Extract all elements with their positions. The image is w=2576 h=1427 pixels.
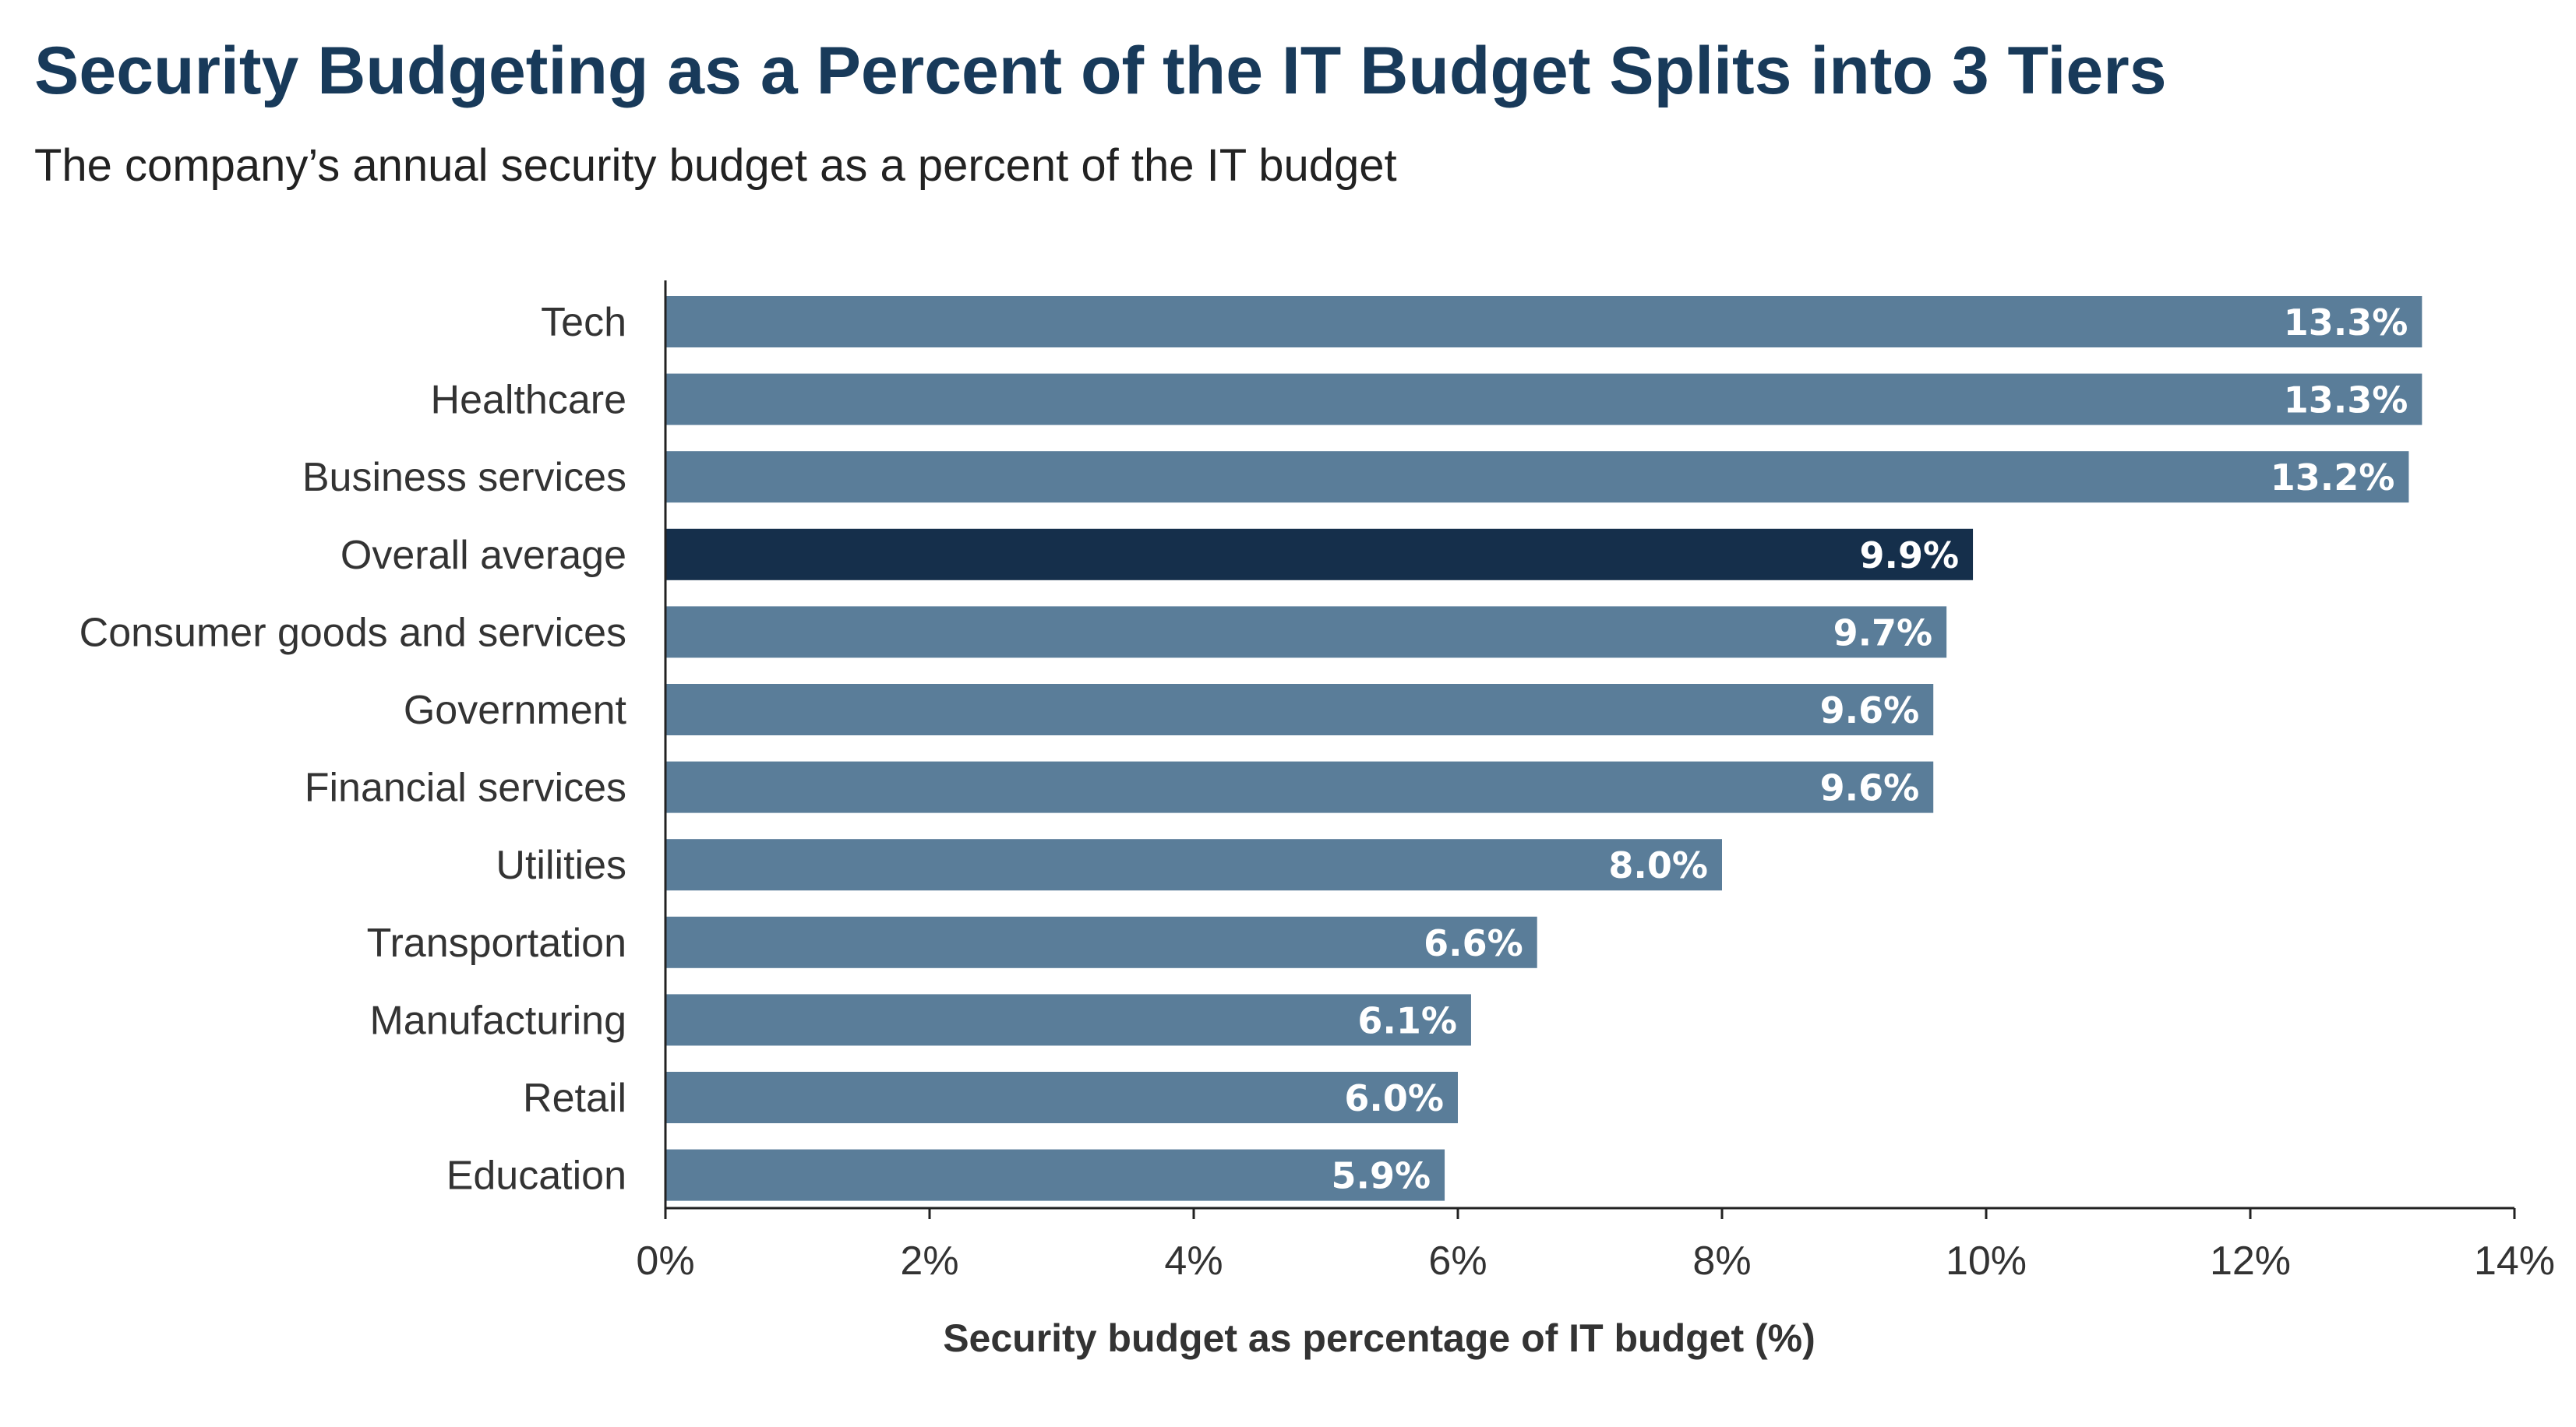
data-label: 8.0% [1608, 844, 1708, 886]
category-label: Consumer goods and services [79, 610, 626, 655]
category-label: Transportation [367, 921, 626, 966]
category-label: Education [446, 1154, 626, 1199]
data-label: 9.7% [1833, 611, 1933, 654]
data-label: 6.6% [1424, 922, 1523, 964]
data-label: 6.1% [1357, 999, 1457, 1041]
bar-healthcare [665, 373, 2422, 425]
bar-consumer-goods-and-services [665, 606, 1947, 658]
data-label: 5.9% [1331, 1155, 1431, 1197]
bar-financial-services [665, 761, 1934, 813]
x-tick-label: 12% [2210, 1238, 2291, 1284]
x-tick-label: 10% [1946, 1238, 2027, 1284]
bar-government [665, 684, 1934, 735]
bar-transportation [665, 916, 1537, 968]
data-label: 9.6% [1820, 689, 1920, 731]
chart-subtitle: The company’s annual security budget as … [34, 140, 1397, 191]
bar-manufacturing [665, 994, 1471, 1046]
x-tick-label: 8% [1692, 1238, 1751, 1284]
bar-utilities [665, 839, 1722, 891]
category-label: Utilities [496, 843, 626, 888]
x-tick-label: 14% [2474, 1238, 2555, 1284]
category-label: Overall average [341, 533, 626, 578]
category-label: Tech [541, 300, 626, 345]
data-label: 9.6% [1820, 767, 1920, 809]
axes-group: 0% 2% 4% 6% 8% 10% 12% 14% [636, 280, 2555, 1284]
category-label: Retail [523, 1076, 626, 1121]
chart-title: Security Budgeting as a Percent of the I… [34, 33, 2167, 108]
data-label: 13.2% [2271, 456, 2395, 499]
bar-business-services [665, 451, 2409, 503]
category-label: Government [404, 688, 627, 733]
data-label: 9.9% [1859, 534, 1959, 576]
bar-overall-average [665, 528, 1974, 580]
x-tick-label: 4% [1164, 1238, 1223, 1284]
x-tick-label: 0% [636, 1238, 694, 1284]
x-tick-label: 2% [900, 1238, 958, 1284]
bar-tech [665, 296, 2422, 347]
bars-group: Tech 13.3% Healthcare 13.3% Business service… [79, 296, 2422, 1201]
category-label: Healthcare [431, 378, 626, 423]
bar-retail [665, 1072, 1458, 1123]
data-label: 6.0% [1344, 1077, 1444, 1119]
x-axis-label: Security budget as percentage of IT budg… [943, 1316, 1816, 1360]
bar-education [665, 1149, 1445, 1201]
x-tick-label: 6% [1428, 1238, 1487, 1284]
category-label: Manufacturing [369, 998, 626, 1043]
category-label: Financial services [305, 766, 626, 811]
data-label: 13.3% [2284, 301, 2408, 344]
category-label: Business services [302, 455, 626, 500]
data-label: 13.3% [2284, 379, 2408, 421]
